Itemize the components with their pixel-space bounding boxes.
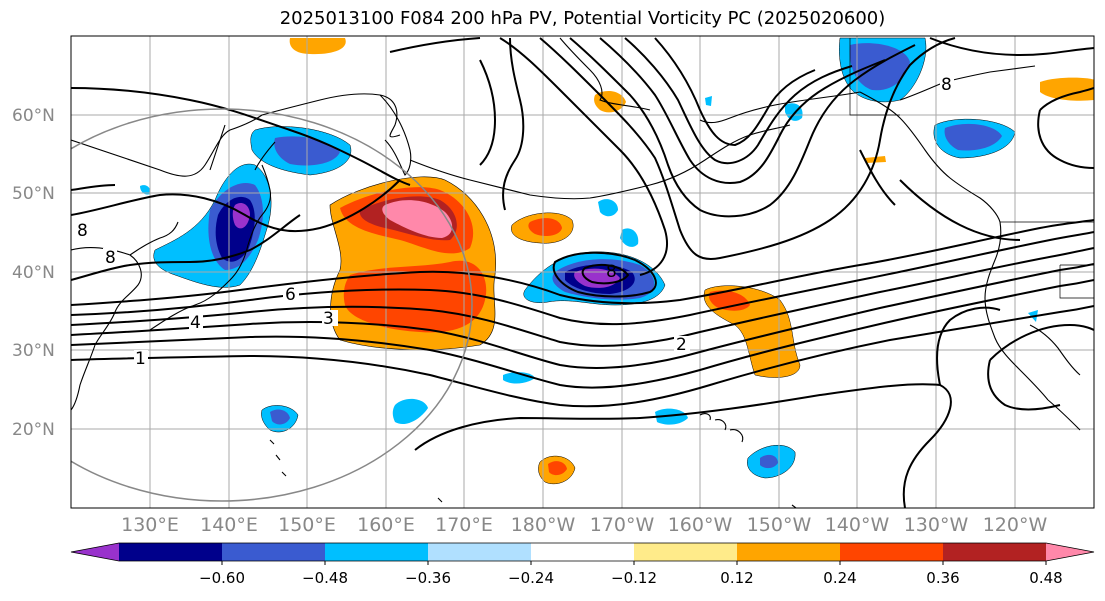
lon-label: 170°E xyxy=(435,514,493,536)
colorbar-segment xyxy=(840,543,944,561)
contour-label: 8 xyxy=(105,248,116,268)
lat-label: 50°N xyxy=(12,184,55,204)
colorbar-outline xyxy=(70,542,1095,562)
lon-label: 150°E xyxy=(278,514,336,536)
lon-label: 130°W xyxy=(904,514,969,536)
gridlines xyxy=(71,36,1094,508)
colorbar-tick-label: 0.48 xyxy=(1029,569,1062,587)
lon-label: 170°W xyxy=(590,514,655,536)
lat-label: 60°N xyxy=(12,106,55,126)
pv-blob-top xyxy=(289,38,346,55)
latitude-labels: 60°N 50°N 40°N 30°N 20°N xyxy=(12,106,55,440)
lon-label: 130°E xyxy=(121,514,179,536)
contour-label: 8 xyxy=(606,262,617,282)
colorbar-tick-label: −0.12 xyxy=(611,569,657,587)
colorbar-segment xyxy=(531,543,635,561)
contour-labels: 8 8 6 4 3 1 2 8 8 xyxy=(75,75,954,369)
colorbar-tick-label: −0.24 xyxy=(508,569,554,587)
contour-label: 1 xyxy=(135,349,146,369)
colorbar-segment xyxy=(222,543,326,561)
colorbar-extend-high xyxy=(1046,543,1094,561)
contour-label: 8 xyxy=(941,75,952,95)
pv-blob-ne xyxy=(1040,77,1094,101)
lat-label: 40°N xyxy=(12,263,55,283)
lon-label: 120°W xyxy=(983,514,1048,536)
positive-anomalies xyxy=(289,38,1094,485)
pv-contours xyxy=(71,37,1094,508)
longitude-labels: 130°E 140°E 150°E 160°E 170°E 180°W 170°… xyxy=(121,514,1047,536)
contour-label: 3 xyxy=(323,309,334,329)
negative-anomalies xyxy=(140,37,1038,479)
lon-label: 140°E xyxy=(200,514,258,536)
colorbar-segment xyxy=(943,543,1047,561)
colorbar-tick-label: −0.36 xyxy=(405,569,451,587)
contour-label: 6 xyxy=(285,285,296,305)
colorbar-extend-low xyxy=(71,543,119,561)
colorbar-tick-label: 0.24 xyxy=(823,569,856,587)
colorbar-segment xyxy=(634,543,738,561)
lon-label: 150°W xyxy=(747,514,812,536)
colorbar-tick-label: −0.60 xyxy=(199,569,245,587)
lon-label: 160°W xyxy=(668,514,733,536)
colorbar-tick-label: −0.48 xyxy=(302,569,348,587)
range-circle xyxy=(71,108,473,502)
contour-label: 8 xyxy=(77,221,88,241)
map-title: 2025013100 F084 200 hPa PV, Potential Vo… xyxy=(279,8,886,29)
coastlines xyxy=(71,37,1094,508)
lon-label: 160°E xyxy=(357,514,415,536)
lon-label: 180°W xyxy=(511,514,576,536)
colorbar-tick-label: 0.12 xyxy=(720,569,753,587)
lon-label: 140°W xyxy=(825,514,890,536)
colorbar-tick-label: 0.36 xyxy=(926,569,959,587)
colorbar-segment xyxy=(119,543,223,561)
lat-label: 30°N xyxy=(12,341,55,361)
contour-label: 4 xyxy=(190,313,201,333)
lat-label: 20°N xyxy=(12,420,55,440)
colorbar: −0.60 −0.48 −0.36 −0.24 −0.12 0.12 0.24 0.36 0.4… xyxy=(70,542,1095,587)
contour-label: 2 xyxy=(676,335,687,355)
colorbar-segment xyxy=(325,543,429,561)
pv-blob-aleut xyxy=(598,199,618,217)
colorbar-segment xyxy=(428,543,532,561)
colorbar-segment xyxy=(737,543,841,561)
